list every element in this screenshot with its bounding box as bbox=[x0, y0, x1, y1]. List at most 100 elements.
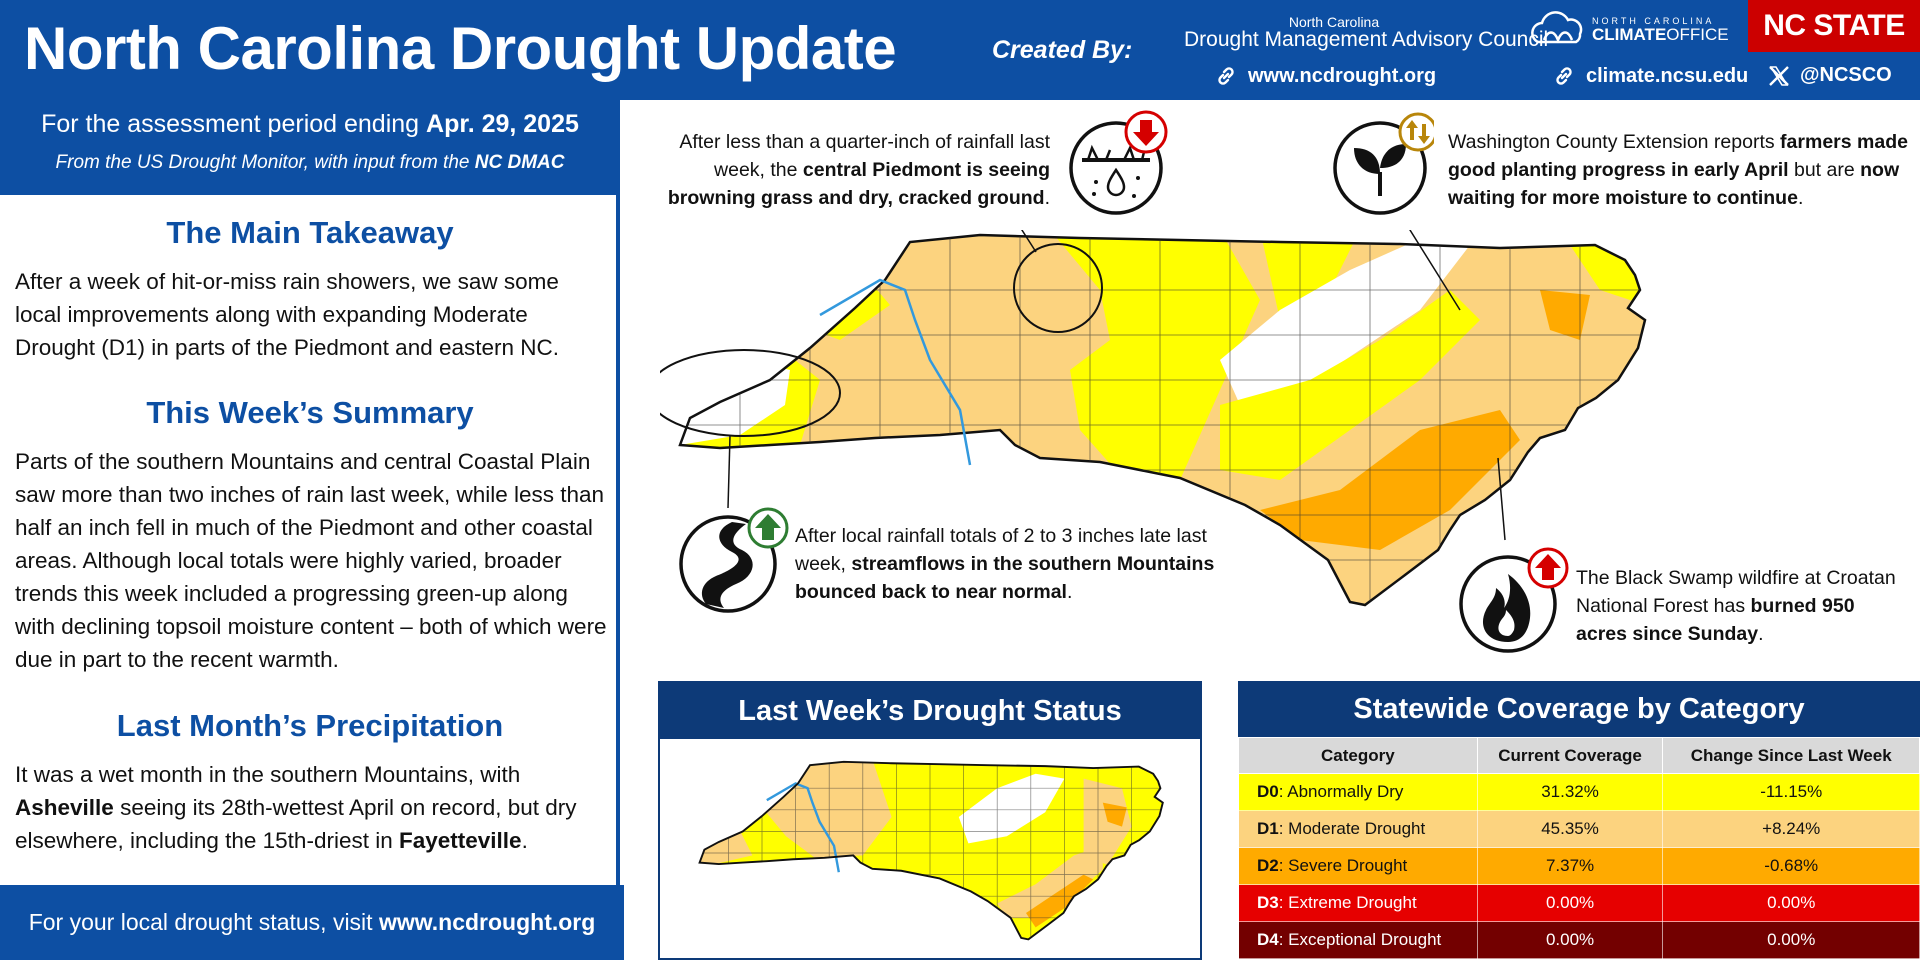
piedmont-highlight-circle bbox=[1013, 243, 1103, 333]
d0-area-north bbox=[1260, 235, 1360, 320]
ncstate-logo: NC STATE bbox=[1748, 0, 1920, 52]
wildfire-leader-line bbox=[1497, 457, 1506, 541]
category-code: D0 bbox=[1257, 782, 1279, 801]
category-name: : Extreme Drought bbox=[1278, 893, 1417, 912]
coverage-row-d1: D1: Moderate Drought 45.35% +8.24% bbox=[1238, 810, 1920, 848]
change-cell: +8.24% bbox=[1662, 810, 1920, 848]
data-source: From the US Drought Monitor, with input … bbox=[0, 152, 620, 174]
last-month-heading: Last Month’s Precipitation bbox=[116, 708, 504, 743]
arrow-down-icon bbox=[1133, 120, 1159, 146]
category-code: D1 bbox=[1257, 819, 1279, 838]
category-name: : Abnormally Dry bbox=[1278, 782, 1404, 801]
category-name: : Exceptional Drought bbox=[1278, 930, 1442, 949]
last-month-text: It was a wet month in the southern Mount… bbox=[15, 758, 607, 857]
dmac-name: Drought Management Advisory Council bbox=[1184, 28, 1549, 51]
category-name: : Moderate Drought bbox=[1278, 819, 1426, 838]
dmac-state-label: North Carolina bbox=[1288, 14, 1380, 30]
callout-wildfire-text-b: . bbox=[1758, 623, 1764, 645]
ncdrought-link-text: www.ncdrought.org bbox=[1248, 64, 1437, 87]
assessment-banner: For the assessment period ending Apr. 29… bbox=[0, 100, 620, 195]
climate-office-logo: NORTH CAROLINA CLIMATEOFFICE bbox=[1530, 8, 1740, 52]
seedling-icon bbox=[1333, 112, 1434, 215]
source-org: NC DMAC bbox=[474, 152, 565, 173]
footer-banner: For your local drought status, visit www… bbox=[0, 885, 624, 960]
washington-leader-line bbox=[1409, 230, 1461, 311]
fayetteville-label: Fayetteville bbox=[398, 828, 522, 853]
callout-piedmont: After less than a quarter-inch of rainfa… bbox=[640, 128, 1050, 212]
category-cell: D3: Extreme Drought bbox=[1238, 884, 1478, 922]
callout-mountains-bold: streamflows in the southern Mountains bo… bbox=[795, 553, 1215, 603]
footer-prefix: For your local drought status, visit bbox=[28, 909, 373, 935]
arrow-up-icon-red bbox=[1535, 554, 1561, 580]
last-week-drought-map bbox=[698, 760, 1164, 941]
mountains-highlight-ellipse bbox=[660, 349, 841, 437]
callout-wildfire-text-a: The Black Swamp wildfire at Croatan Nati… bbox=[1576, 567, 1896, 617]
category-cell: D1: Moderate Drought bbox=[1238, 810, 1478, 848]
header-bar: North Carolina Drought Update Created By… bbox=[0, 0, 1920, 100]
callout-piedmont-bold: central Piedmont is seeing browning gras… bbox=[667, 159, 1050, 209]
callout-mountains-text-a: After local rainfall totals of 2 to 3 in… bbox=[795, 525, 1207, 575]
current-coverage-cell: 31.32% bbox=[1476, 773, 1664, 811]
callout-piedmont-text-b: . bbox=[1044, 187, 1050, 209]
cco-small-text: NORTH CAROLINA bbox=[1592, 16, 1715, 26]
category-cell: D4: Exceptional Drought bbox=[1238, 921, 1478, 959]
source-prefix: From the US Drought Monitor, with input … bbox=[55, 152, 475, 173]
callout-washington-text-b: but are bbox=[1788, 159, 1861, 181]
current-coverage-cell: 0.00% bbox=[1476, 884, 1664, 922]
callout-washington-text-c: . bbox=[1797, 187, 1804, 209]
weekly-summary-heading: This Week’s Summary bbox=[146, 395, 474, 430]
category-cell: D0: Abnormally Dry bbox=[1238, 773, 1478, 811]
last-week-panel: Last Week’s Drought Status bbox=[658, 681, 1202, 960]
last-week-heading: Last Week’s Drought Status bbox=[660, 683, 1200, 739]
coverage-table: Category Current Coverage Change Since L… bbox=[1238, 737, 1920, 959]
climate-office-link[interactable]: climate.ncsu.edu bbox=[1552, 64, 1748, 88]
arrow-up-icon bbox=[755, 514, 781, 540]
col-category: Category bbox=[1238, 737, 1478, 774]
yadkin-river bbox=[819, 278, 972, 466]
category-cell: D2: Severe Drought bbox=[1238, 847, 1478, 885]
x-logo-icon bbox=[1769, 65, 1789, 86]
col-current: Current Coverage bbox=[1476, 737, 1664, 774]
callout-mountains-text-b: . bbox=[1066, 581, 1073, 603]
main-takeaway-text: After a week of hit-or-miss rain showers… bbox=[15, 269, 560, 360]
left-column: The Main Takeaway After a week of hit-or… bbox=[0, 195, 620, 885]
page-title: North Carolina Drought Update bbox=[24, 15, 897, 82]
cloud-logo-icon bbox=[1531, 11, 1583, 44]
callout-washington-bold1: farmers made good planting progress in e… bbox=[1448, 131, 1908, 181]
d2-area-ne bbox=[1540, 290, 1590, 340]
fire-icon bbox=[1459, 547, 1569, 653]
main-takeaway-heading: The Main Takeaway bbox=[166, 215, 454, 250]
coverage-row-d0: D0: Abnormally Dry 31.32% -11.15% bbox=[1238, 773, 1920, 811]
coverage-row-d3: D3: Extreme Drought 0.00% 0.00% bbox=[1238, 884, 1920, 922]
ncdrought-link[interactable]: www.ncdrought.org bbox=[1214, 64, 1436, 88]
current-coverage-cell: 45.35% bbox=[1476, 810, 1664, 848]
link-icon bbox=[1556, 67, 1572, 85]
callout-washington-text-a: Washington County Extension reports bbox=[1448, 131, 1781, 153]
coverage-row-d2: D2: Severe Drought 7.37% -0.68% bbox=[1238, 847, 1920, 885]
last-month-text-c: . bbox=[521, 828, 528, 853]
period-prefix: For the assessment period ending bbox=[41, 110, 427, 138]
link-icon bbox=[1218, 67, 1234, 85]
current-coverage-cell: 7.37% bbox=[1476, 847, 1664, 885]
change-cell: 0.00% bbox=[1662, 884, 1920, 922]
category-name: : Severe Drought bbox=[1278, 856, 1408, 875]
arrows-up-down-icon bbox=[1406, 120, 1418, 140]
no-drought-northeast bbox=[1220, 235, 1470, 405]
last-month-text-a: It was a wet month in the southern Mount… bbox=[15, 762, 521, 787]
change-cell: -11.15% bbox=[1662, 773, 1920, 811]
created-by-label: Created By: bbox=[992, 36, 1133, 64]
piedmont-leader-line bbox=[1021, 230, 1037, 253]
category-code: D2 bbox=[1257, 856, 1279, 875]
arrows-badge bbox=[1398, 112, 1434, 152]
d0-area-east bbox=[1220, 290, 1480, 480]
twitter-handle: @NCSCO bbox=[1800, 64, 1892, 86]
cracked-ground-icon bbox=[1069, 110, 1168, 215]
mountains-leader-line bbox=[727, 435, 731, 509]
cco-office-text: OFFICE bbox=[1666, 25, 1729, 44]
callout-washington: Washington County Extension reports farm… bbox=[1448, 128, 1908, 212]
category-code: D3 bbox=[1257, 893, 1279, 912]
callout-wildfire-bold: burned 950 acres since Sunday bbox=[1576, 595, 1855, 645]
twitter-link[interactable]: @NCSCO bbox=[1768, 64, 1892, 87]
change-cell: -0.68% bbox=[1662, 847, 1920, 885]
footer-link[interactable]: www.ncdrought.org bbox=[378, 909, 596, 935]
